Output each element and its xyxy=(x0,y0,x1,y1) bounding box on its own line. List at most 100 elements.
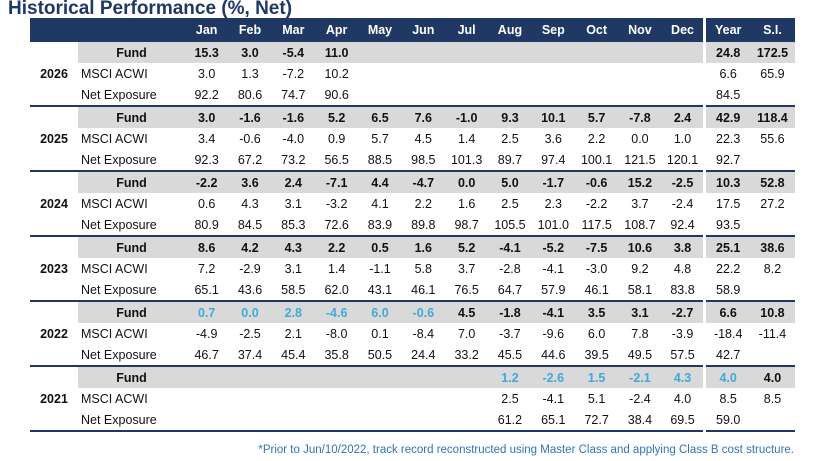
column-header: S.I. xyxy=(749,18,795,42)
value-cell xyxy=(185,388,228,409)
value-cell: 72.6 xyxy=(314,214,359,237)
value-cell: -7.8 xyxy=(618,106,662,128)
value-cell xyxy=(445,63,488,84)
value-cell: 85.3 xyxy=(271,214,315,237)
value-cell: 2.5 xyxy=(501,131,519,146)
value-cell: 17.5 xyxy=(703,193,750,214)
value-cell: -1.7 xyxy=(531,171,575,193)
column-header: Nov xyxy=(618,18,662,42)
value-cell: -18.4 xyxy=(703,323,750,344)
value-cell xyxy=(531,42,575,63)
value-cell: 4.4 xyxy=(358,171,402,193)
value-cell: 101.3 xyxy=(444,149,489,172)
column-header: Jan xyxy=(185,18,229,42)
value-cell: -9.6 xyxy=(542,326,565,341)
value-cell: 93.5 xyxy=(703,214,750,237)
value-cell: 76.5 xyxy=(444,279,489,302)
value-cell: 0.1 xyxy=(371,326,389,341)
value-cell: 5.1 xyxy=(587,391,606,406)
value-cell xyxy=(661,84,705,107)
value-cell: 24.4 xyxy=(401,344,445,367)
value-cell: 6.0 xyxy=(587,326,606,341)
table-row: MSCI ACWI 3.4 -0.6 -4.0 0.9 5.7 4.5 1.4 2.5 3.6 2.… xyxy=(30,128,795,149)
value-cell: 1.2 xyxy=(488,366,532,388)
header-row: Jan Feb Mar Apr May Jun Jul Aug Sep Oct Nov Dec Year… xyxy=(30,18,795,42)
row-label: Fund xyxy=(78,171,185,193)
column-header: May xyxy=(358,18,402,42)
row-label: Fund xyxy=(78,236,185,258)
value-cell: 6.6 xyxy=(703,301,750,323)
value-cell: 58.9 xyxy=(703,279,750,302)
table-row: 2021 Fund 1.2 -2.6 1.5 -2.1 4.3 4.0 4.0 xyxy=(30,366,795,432)
value-cell: 92.2 xyxy=(185,84,229,107)
value-cell: 7.0 xyxy=(457,326,476,341)
column-header: Dec xyxy=(661,18,705,42)
value-cell: 38.6 xyxy=(749,236,795,258)
value-cell: 80.6 xyxy=(228,84,272,107)
value-cell: 24.8 xyxy=(703,42,750,63)
table-row: MSCI ACWI 7.2 -2.9 3.1 1.4 -1.1 5.8 3.7 -2.8 -4.1… xyxy=(30,258,795,279)
value-cell: 3.0 xyxy=(228,42,272,63)
value-cell: 89.7 xyxy=(488,149,532,172)
value-cell: 90.6 xyxy=(314,84,359,107)
value-cell: -2.2 xyxy=(185,171,229,193)
column-header: Feb xyxy=(228,18,272,42)
value-cell: 3.8 xyxy=(661,236,705,258)
value-cell: 64.7 xyxy=(488,279,532,302)
value-cell: 25.1 xyxy=(703,236,750,258)
row-label: Net Exposure xyxy=(78,409,185,432)
value-cell: 7.8 xyxy=(631,326,649,341)
value-cell: 52.8 xyxy=(749,171,795,193)
value-cell: 1.4 xyxy=(457,131,476,146)
value-cell: 5.2 xyxy=(314,106,359,128)
value-cell: 2.8 xyxy=(271,301,315,323)
value-cell: -4.9 xyxy=(195,326,218,341)
value-cell xyxy=(271,366,315,388)
value-cell: 0.9 xyxy=(327,131,346,146)
value-cell: 3.6 xyxy=(228,171,272,193)
row-label: Fund xyxy=(78,366,185,388)
value-cell: 0.0 xyxy=(228,301,272,323)
value-cell: 4.0 xyxy=(703,366,750,388)
value-cell: 49.5 xyxy=(618,344,662,367)
value-cell: 9.3 xyxy=(488,106,532,128)
value-cell: 1.3 xyxy=(241,66,259,81)
value-cell: 56.5 xyxy=(314,149,359,172)
table-row: 2025 Fund 3.0 -1.6 -1.6 5.2 6.5 7.6 -1.0 9.3 10.1 5… xyxy=(30,106,795,172)
value-cell: 92.3 xyxy=(185,149,229,172)
value-cell xyxy=(488,63,531,84)
column-header: Apr xyxy=(314,18,359,42)
row-label: Net Exposure xyxy=(78,214,185,237)
value-cell: 1.6 xyxy=(457,196,476,211)
value-cell xyxy=(228,409,272,432)
value-cell xyxy=(272,388,315,409)
value-cell xyxy=(358,409,402,432)
value-cell: 38.4 xyxy=(618,409,662,432)
value-cell xyxy=(531,84,575,107)
value-cell: 5.0 xyxy=(488,171,532,193)
table-row: Net Exposure 80.9 84.5 85.3 72.6 83.9 89.8 98.7… xyxy=(30,214,795,237)
value-cell xyxy=(749,84,795,107)
value-cell xyxy=(358,84,402,107)
value-cell xyxy=(575,63,618,84)
value-cell: 100.1 xyxy=(574,149,619,172)
value-cell: 1.4 xyxy=(327,261,346,276)
table-row: MSCI ACWI 3.0 1.3 -7.2 10.2 6.6 65.9 xyxy=(30,63,795,84)
value-cell: 5.7 xyxy=(371,131,389,146)
value-cell: 3.4 xyxy=(197,131,216,146)
value-cell: -2.2 xyxy=(585,196,608,211)
value-cell: 105.5 xyxy=(488,214,532,237)
value-cell: 46.1 xyxy=(401,279,445,302)
value-cell: 74.7 xyxy=(271,84,315,107)
value-cell: -0.6 xyxy=(401,301,445,323)
value-cell: -2.6 xyxy=(531,366,575,388)
value-cell xyxy=(488,42,532,63)
row-label: MSCI ACWI xyxy=(81,66,148,81)
value-cell: 42.9 xyxy=(703,106,750,128)
value-cell: 69.5 xyxy=(661,409,705,432)
value-cell: 2.2 xyxy=(587,131,606,146)
value-cell: 46.1 xyxy=(574,279,619,302)
value-cell: -4.1 xyxy=(542,391,565,406)
value-cell xyxy=(618,42,662,63)
